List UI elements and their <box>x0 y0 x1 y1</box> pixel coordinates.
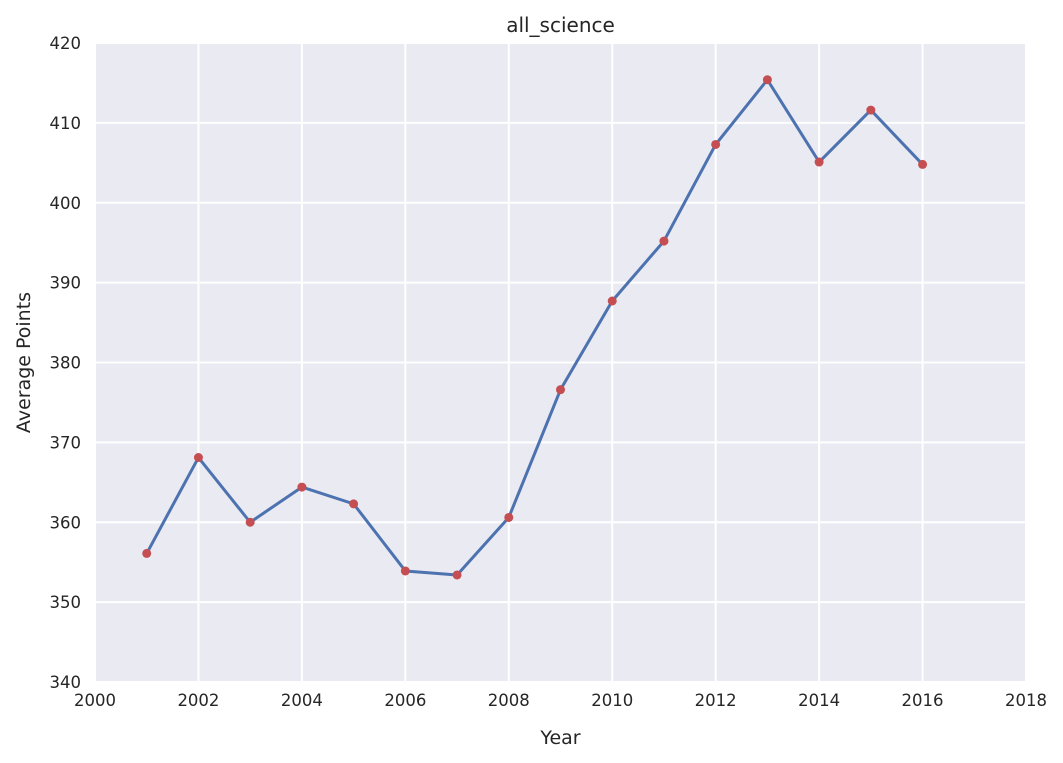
y-tick-label: 380 <box>50 354 82 373</box>
y-tick-label: 410 <box>50 114 82 133</box>
data-point <box>142 548 152 558</box>
x-tick-label: 2004 <box>281 691 323 710</box>
y-tick-label: 420 <box>50 34 82 53</box>
x-tick-label: 2006 <box>384 691 426 710</box>
x-tick-label: 2010 <box>591 691 633 710</box>
x-tick-label: 2000 <box>74 691 116 710</box>
y-tick-label: 360 <box>50 513 82 532</box>
grid-lines <box>94 42 1027 683</box>
data-point <box>504 512 514 522</box>
data-point <box>711 139 721 149</box>
y-tick-label: 370 <box>50 433 82 452</box>
data-point <box>452 570 462 580</box>
x-axis-label: Year <box>539 727 580 749</box>
data-point <box>556 385 565 395</box>
chart-title: all_science <box>506 13 615 37</box>
data-point <box>297 482 307 492</box>
data-point <box>762 75 772 85</box>
x-tick-label: 2008 <box>488 691 530 710</box>
y-tick-labels: 340 350 360 370 380 390 400 410 420 <box>50 34 82 692</box>
x-tick-label: 2016 <box>902 691 944 710</box>
series-line-layer <box>145 78 925 577</box>
data-point <box>349 499 359 509</box>
series-line <box>145 78 925 577</box>
data-point <box>245 517 255 527</box>
x-tick-label: 2012 <box>695 691 737 710</box>
data-point <box>607 296 617 306</box>
y-tick-label: 350 <box>50 593 82 612</box>
x-tick-label: 2018 <box>1005 691 1047 710</box>
data-point <box>193 453 203 463</box>
data-point <box>659 236 669 246</box>
y-tick-label: 390 <box>50 274 82 293</box>
data-point <box>918 159 928 169</box>
x-tick-labels: 2000 2002 2004 2006 2008 2010 2012 2014 2016 2018 <box>74 691 1047 710</box>
data-point <box>866 105 876 115</box>
y-axis-label: Average Points <box>13 292 35 433</box>
data-point <box>814 157 824 167</box>
y-tick-label: 340 <box>50 673 82 692</box>
x-tick-label: 2002 <box>177 691 219 710</box>
data-point-layer <box>142 75 928 580</box>
y-tick-label: 400 <box>50 194 82 213</box>
x-tick-label: 2014 <box>798 691 840 710</box>
data-point <box>400 566 410 576</box>
